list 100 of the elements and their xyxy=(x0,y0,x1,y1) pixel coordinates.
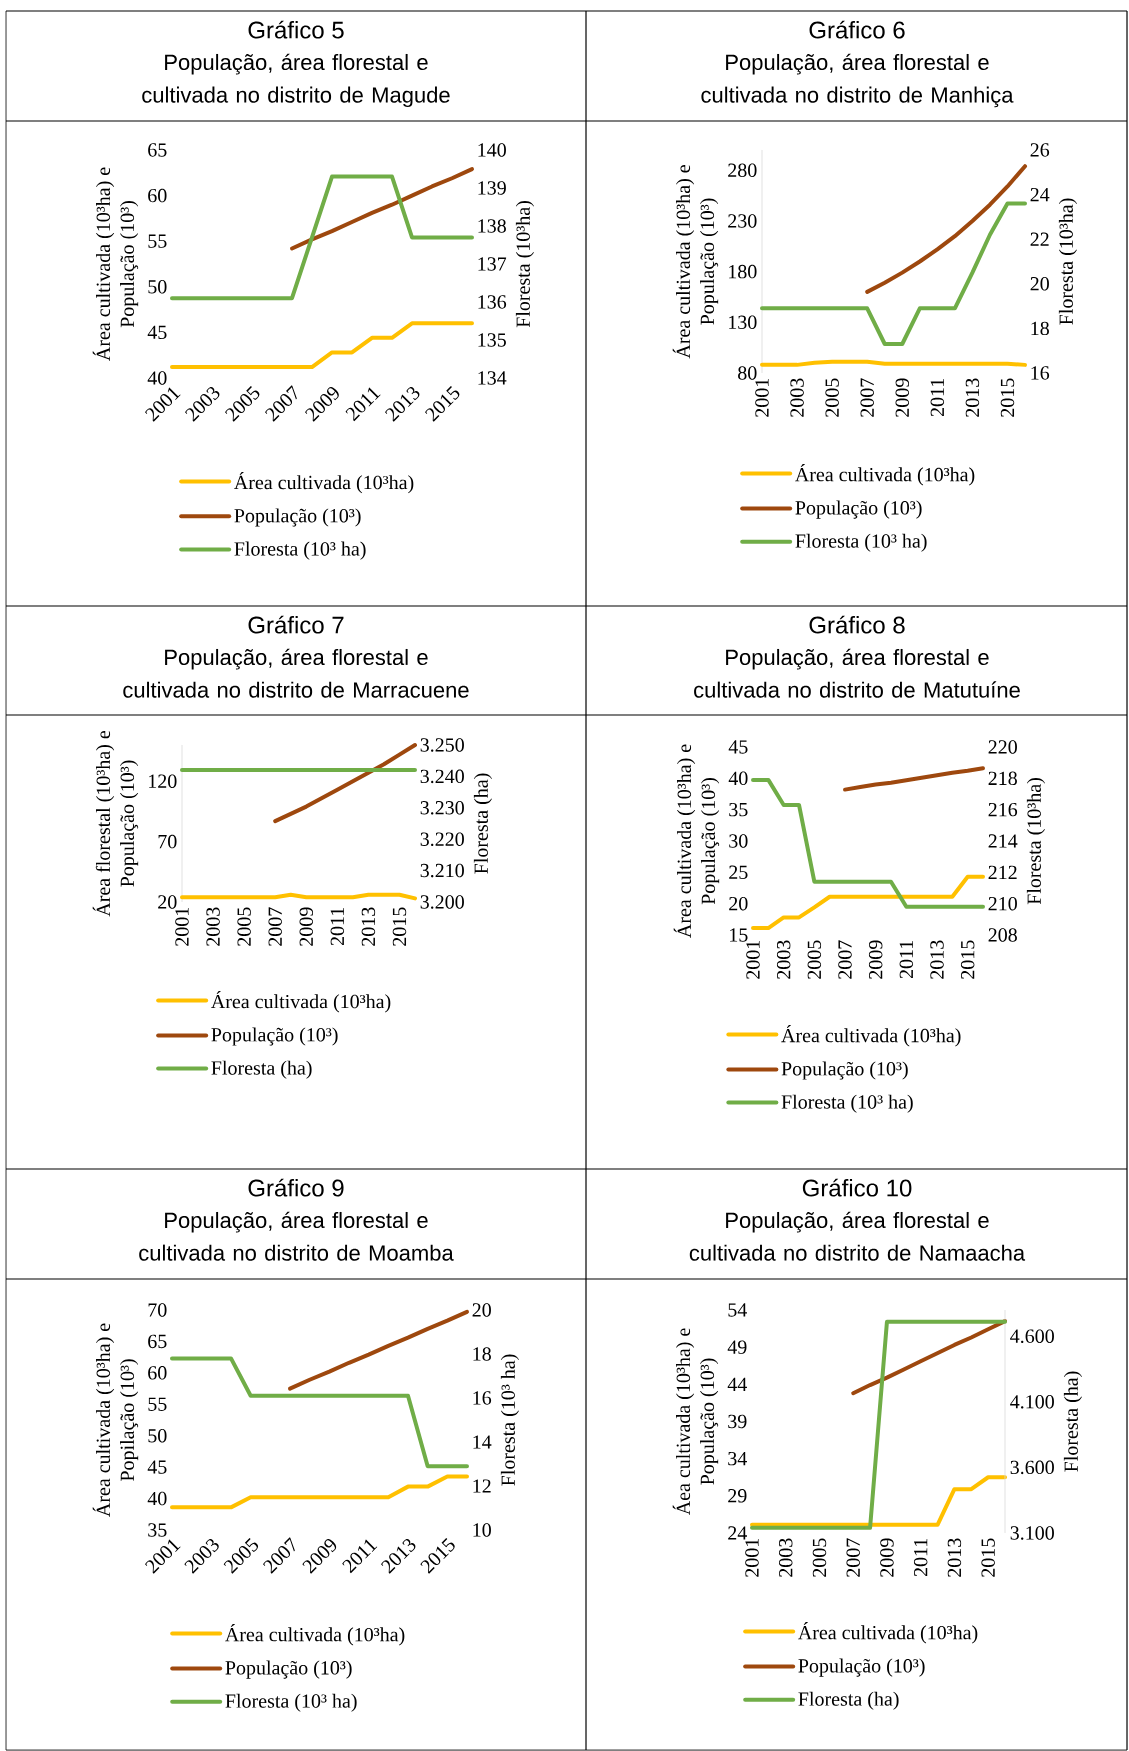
x-tick-label: 2007 xyxy=(268,907,282,946)
y2-tick-label: 4.100 xyxy=(1010,1395,1054,1409)
y2-tick-label: 20 xyxy=(472,1303,491,1317)
chart-subtitle: População, área florestal e cultivada no distrito de Marracuene xyxy=(123,648,469,698)
y-tick-label: 45 xyxy=(147,325,167,340)
x-tick-label: 2009 xyxy=(299,907,314,946)
y-axis-title: Área cultivada (10³ha) e População (10³) xyxy=(673,744,720,938)
x-tick-label: 2009 xyxy=(868,940,883,979)
x-tick-label: 2001 xyxy=(175,907,189,946)
y-tick-label: 54 xyxy=(728,1303,747,1317)
y2-tick-label: 3.600 xyxy=(1010,1460,1054,1475)
y-tick-label: 50 xyxy=(148,280,167,294)
x-tick-label: 2015 xyxy=(981,1538,995,1577)
chart-title: Gráfico 10 xyxy=(802,1178,912,1197)
x-tick-label: 2007 xyxy=(860,378,874,417)
x-tick-label: 2003 xyxy=(790,378,804,417)
y2-tick-label: 134 xyxy=(478,371,507,385)
y-tick-label: 35 xyxy=(729,802,748,817)
legend-label: População (10³) xyxy=(795,500,922,519)
y2-tick-label: 212 xyxy=(988,865,1017,879)
y-tick-label: 24 xyxy=(728,1526,747,1540)
y2-tick-label: 16 xyxy=(1031,366,1050,380)
y-tick-label: 35 xyxy=(148,1523,167,1537)
x-tick-label: 2013 xyxy=(965,378,980,417)
x-tick-label: 2005 xyxy=(812,1538,827,1577)
y2-tick-label: 140 xyxy=(478,143,506,157)
y-tick-label: 70 xyxy=(158,834,177,849)
y2-tick-label: 10 xyxy=(473,1523,491,1537)
y-tick-label: 44 xyxy=(727,1377,747,1391)
x-tick-label: 2001 xyxy=(746,940,760,979)
legend-label: Floresta (10³ ha) xyxy=(234,541,366,560)
y2-tick-label: 3.220 xyxy=(420,832,464,846)
y2-tick-label: 26 xyxy=(1030,143,1050,157)
x-tick-label: 2011 xyxy=(899,940,914,979)
y2-tick-label: 3.210 xyxy=(420,863,464,878)
x-tick-label: 2013 xyxy=(947,1538,962,1577)
x-tick-label: 2011 xyxy=(913,1538,928,1577)
y2-tick-label: 22 xyxy=(1030,232,1049,246)
y-tick-label: 40 xyxy=(147,371,167,385)
y-tick-label: 280 xyxy=(728,163,757,177)
y2-tick-label: 4.600 xyxy=(1010,1329,1054,1344)
y-tick-label: 49 xyxy=(727,1340,747,1354)
legend-label: Área cultivada (10³ha) xyxy=(225,1624,405,1646)
y2-tick-label: 218 xyxy=(988,771,1017,786)
y2-tick-label: 139 xyxy=(478,181,506,195)
chart-title: Gráfico 9 xyxy=(248,1178,344,1197)
y2-tick-label: 208 xyxy=(988,928,1017,942)
y-tick-label: 130 xyxy=(729,315,757,330)
y-tick-label: 34 xyxy=(728,1451,747,1466)
legend-label: Área cultivada (10³ha) xyxy=(798,1622,978,1644)
line-series xyxy=(288,1309,469,1391)
x-tick-label: 2015 xyxy=(392,907,407,946)
y2-tick-label: 3.240 xyxy=(420,769,464,784)
y-tick-label: 55 xyxy=(148,1397,167,1411)
legend-label: População (10³) xyxy=(211,1027,338,1046)
legend-label: População (10³) xyxy=(234,508,361,527)
chart-subtitle: População, área florestal e cultivada no distrito de Matutuíne xyxy=(694,648,1020,698)
y-tick-label: 180 xyxy=(729,264,757,279)
y-tick-label: 120 xyxy=(149,774,177,788)
y-tick-label: 65 xyxy=(148,1334,167,1349)
x-tick-label: 2005 xyxy=(807,940,822,979)
y2-tick-label: 3.250 xyxy=(420,738,464,752)
y2-axis-title: Floresta (10³ ha) xyxy=(500,1354,520,1486)
chart-subtitle: População, área florestal e cultivada no distrito de Moamba xyxy=(139,1211,454,1261)
x-tick-label: 2005 xyxy=(237,907,251,946)
y-tick-label: 29 xyxy=(728,1489,747,1503)
x-tick-label: 2003 xyxy=(776,940,791,979)
y2-axis-title: Floresta (ha) xyxy=(1063,1371,1083,1472)
chart-title: Gráfico 7 xyxy=(248,615,344,634)
y2-tick-label: 12 xyxy=(473,1479,491,1493)
y-tick-label: 30 xyxy=(729,834,748,848)
y-tick-label: 20 xyxy=(158,895,177,909)
y2-tick-label: 214 xyxy=(988,834,1018,848)
chart-title: Gráfico 5 xyxy=(248,20,344,39)
legend-label: Floresta (ha) xyxy=(211,1060,312,1079)
legend-label: Floresta (10³ ha) xyxy=(795,533,927,552)
x-tick-label: 2009 xyxy=(880,1538,894,1577)
y-tick-label: 50 xyxy=(148,1428,167,1443)
x-tick-label: 2013 xyxy=(361,907,376,946)
x-tick-label: 2001 xyxy=(755,378,769,417)
legend-label: Floresta (ha) xyxy=(798,1691,899,1710)
y-tick-label: 15 xyxy=(730,928,748,942)
y-tick-label: 40 xyxy=(728,771,748,786)
x-tick-label: 2005 xyxy=(825,378,839,417)
legend-label: População (10³) xyxy=(225,1660,352,1679)
chart-subtitle: População, área florestal e cultivada no distrito de Manhiça xyxy=(701,53,1014,108)
x-tick-label: 2013 xyxy=(930,940,944,979)
y2-tick-label: 138 xyxy=(478,219,506,233)
line-series xyxy=(290,167,474,251)
y2-tick-label: 137 xyxy=(478,257,507,271)
y-tick-label: 80 xyxy=(738,366,757,380)
chart-subtitle: População, área florestal e cultivada no distrito de Namaacha xyxy=(689,1211,1026,1261)
x-tick-label: 2015 xyxy=(1000,378,1015,417)
x-tick-label: 2007 xyxy=(846,1538,860,1577)
y-tick-label: 60 xyxy=(148,1366,167,1380)
y-axis-title: Área cultivada (10³ha) e Popilação (10³) xyxy=(92,1323,139,1517)
y2-tick-label: 210 xyxy=(988,896,1017,911)
x-tick-label: 2011 xyxy=(930,378,945,417)
y-tick-label: 45 xyxy=(728,740,748,754)
x-tick-label: 2015 xyxy=(960,940,975,979)
